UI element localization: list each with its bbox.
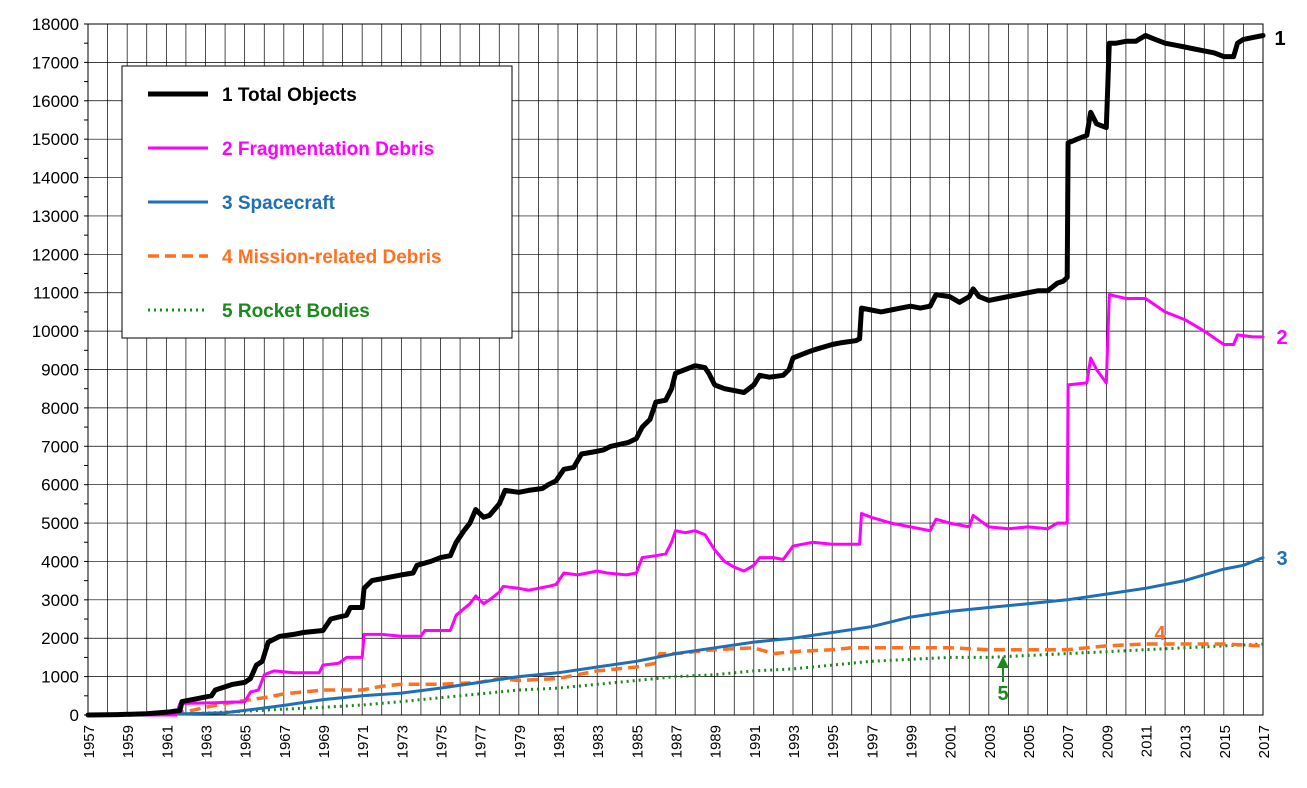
x-axis: 1957 1959 1961 1963 1965 1967 1969 1971 1973 1975… <box>81 725 1273 758</box>
x-tick-label: 2001 <box>943 725 960 758</box>
x-tick-label: 1961 <box>159 725 176 758</box>
x-tick-label: 1993 <box>786 725 803 758</box>
x-tick-label: 1999 <box>904 725 921 758</box>
x-tick-label: 2003 <box>982 725 999 758</box>
y-tick-label: 15000 <box>32 130 79 149</box>
y-tick-label: 10000 <box>32 322 79 341</box>
x-tick-label: 1963 <box>199 725 216 758</box>
x-tick-label: 1965 <box>238 725 255 758</box>
x-tick-label: 1977 <box>473 725 490 758</box>
x-tick-label: 1997 <box>864 725 881 758</box>
x-tick-label: 1995 <box>825 725 842 758</box>
x-tick-label: 2015 <box>1217 725 1234 758</box>
series-line-1 <box>85 33 1266 718</box>
x-tick-label: 2017 <box>1256 725 1273 758</box>
legend-label-2: 2 Fragmentation Debris <box>222 139 434 160</box>
x-tick-label: 2009 <box>1099 725 1116 758</box>
y-tick-label: 18000 <box>32 15 79 34</box>
y-tick-label: 8000 <box>41 399 79 418</box>
x-tick-label: 2011 <box>1139 725 1156 757</box>
y-tick-label: 6000 <box>41 476 79 495</box>
x-tick-label: 1979 <box>512 725 529 758</box>
x-tick-label: 1969 <box>316 725 333 758</box>
series-line-4 <box>87 642 1264 717</box>
x-tick-label: 2013 <box>1178 725 1195 758</box>
legend: 1 Total Objects 2 Fragmentation Debris 3 S… <box>121 65 513 339</box>
y-tick-label: 12000 <box>32 245 79 264</box>
x-tick-label: 1985 <box>629 725 646 758</box>
y-tick-label: 1000 <box>41 668 79 687</box>
y-tick-label: 16000 <box>32 92 79 111</box>
y-tick-label: 7000 <box>41 437 79 456</box>
x-tick-label: 1959 <box>120 725 137 758</box>
series-end-label-5: 5 <box>997 683 1008 705</box>
series-line-3 <box>86 556 1265 717</box>
y-tick-label: 9000 <box>41 361 79 380</box>
y-tick-label: 5000 <box>41 514 79 533</box>
x-tick-label: 1957 <box>81 725 98 758</box>
x-tick-label: 1989 <box>708 725 725 758</box>
series-line-5 <box>87 642 1264 717</box>
y-tick-label: 4000 <box>41 552 79 571</box>
x-tick-label: 1983 <box>590 725 607 758</box>
x-tick-label: 2007 <box>1060 725 1077 758</box>
plot-frame <box>87 23 1264 716</box>
x-tick-label: 1975 <box>434 725 451 758</box>
legend-label-3: 3 Spacecraft <box>222 193 336 214</box>
y-axis: 0 1000 2000 3000 4000 5000 6000 7000 8000 9000 100… <box>32 15 88 725</box>
y-tick-label: 3000 <box>41 591 79 610</box>
legend-label-4: 4 Mission-related Debris <box>222 247 442 268</box>
y-tick-label: 14000 <box>32 169 79 188</box>
series-end-label-3: 3 <box>1276 548 1287 570</box>
legend-label-1: 1 Total Objects <box>222 85 357 106</box>
series-end-label-1: 1 <box>1274 28 1285 50</box>
y-tick-label: 11000 <box>33 284 79 303</box>
x-tick-label: 1981 <box>551 725 568 758</box>
y-tick-label: 2000 <box>41 629 79 648</box>
x-tick-label: 2005 <box>1021 725 1038 758</box>
y-tick-label: 0 <box>70 706 79 725</box>
x-tick-label: 1987 <box>669 725 686 758</box>
y-tick-label: 17000 <box>32 53 79 72</box>
x-tick-label: 1991 <box>747 725 764 758</box>
series-5-arrow-head <box>997 656 1009 668</box>
series-end-label-4: 4 <box>1154 623 1166 645</box>
x-tick-label: 1967 <box>277 725 294 758</box>
series-end-labels: 1 2 3 4 5 <box>997 28 1288 705</box>
x-tick-label: 1971 <box>355 725 372 758</box>
series-end-label-2: 2 <box>1276 327 1287 349</box>
series-line-2 <box>86 293 1265 717</box>
x-tick-label: 1973 <box>394 725 411 758</box>
legend-label-5: 5 Rocket Bodies <box>222 301 370 322</box>
series-lines <box>85 33 1266 718</box>
y-tick-label: 13000 <box>32 207 79 226</box>
